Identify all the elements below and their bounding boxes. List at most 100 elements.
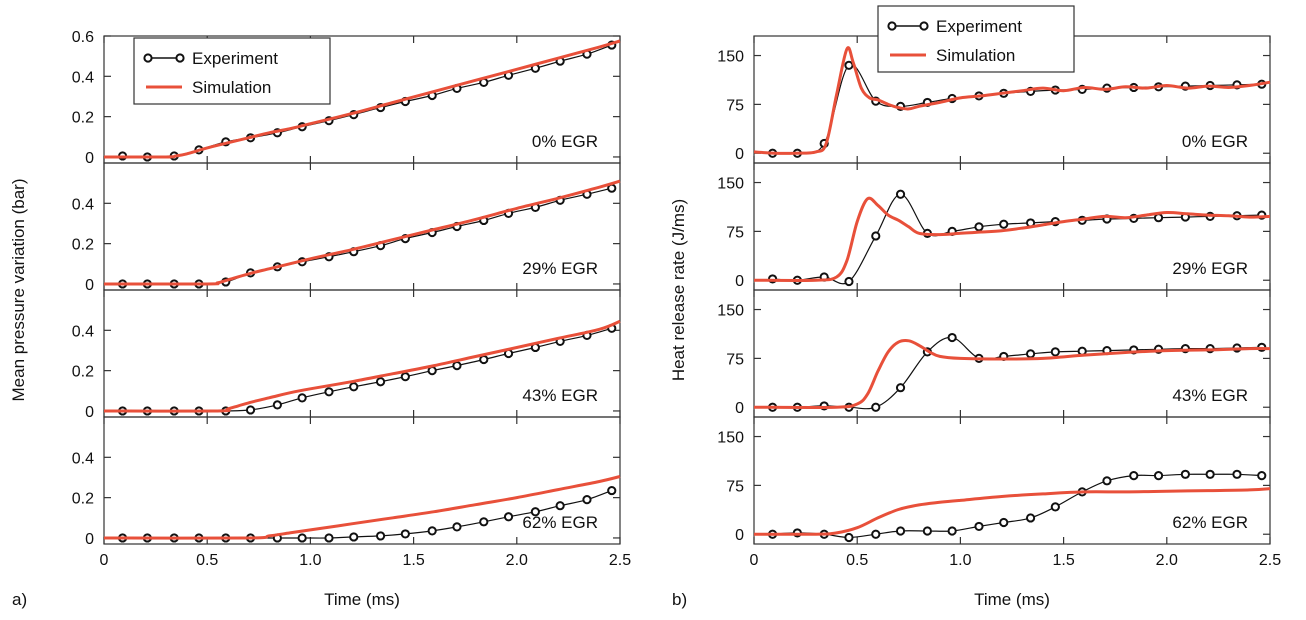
data-point	[999, 219, 1009, 229]
data-point	[871, 402, 881, 412]
panel-b-4: 0 75 150 62% EGR	[717, 416, 1271, 545]
panel-a-2: 0 0.2 0.4 29% EGR	[72, 162, 621, 294]
y-tick-label: 150	[717, 176, 744, 193]
legend-label: Experiment	[192, 49, 278, 68]
panel-a-3: 0 0.2 0.4 43% EGR	[72, 289, 621, 421]
x-tick-label: 2.0	[506, 552, 528, 569]
data-point	[607, 485, 617, 496]
data-point	[895, 383, 906, 393]
x-axis-title: Time (ms)	[974, 590, 1050, 609]
series-line	[753, 46, 1271, 155]
data-point	[999, 517, 1009, 528]
data-point	[1050, 347, 1060, 357]
data-point	[974, 521, 984, 532]
panel-frame	[753, 416, 1271, 545]
x-tick-label: 1.5	[402, 552, 424, 569]
y-tick-label: 0	[85, 150, 94, 167]
data-point	[349, 532, 359, 542]
data-point	[427, 526, 437, 536]
series-simulation	[753, 196, 1271, 282]
x-tick-label: 0.5	[196, 552, 218, 569]
y-tick-label: 0.4	[72, 323, 94, 340]
figure-label: a)	[12, 590, 27, 609]
x-tick-label: 1.5	[1052, 552, 1074, 569]
legend-label: Simulation	[936, 46, 1015, 65]
data-point	[1153, 471, 1164, 481]
data-point	[297, 533, 307, 543]
data-point	[1205, 469, 1215, 479]
y-tick-label: 150	[717, 303, 744, 320]
legend-label: Simulation	[192, 78, 271, 97]
y-tick-label: 0.2	[72, 364, 94, 381]
x-tick-label: 0.5	[846, 552, 868, 569]
data-point	[1050, 502, 1060, 512]
legend: Experiment Simulation	[877, 5, 1075, 73]
x-axis-title: Time (ms)	[324, 590, 400, 609]
data-point	[1129, 471, 1139, 481]
series-line	[753, 196, 1271, 282]
data-point	[1153, 213, 1164, 223]
x-tick-label: 2.5	[1259, 552, 1281, 569]
y-tick-label: 0.2	[72, 237, 94, 254]
x-tick-label: 1.0	[299, 552, 321, 569]
data-point	[324, 387, 334, 397]
series-line	[103, 39, 621, 159]
series-line	[103, 179, 621, 286]
panel-b-2: 0 75 150 29% EGR	[717, 162, 1271, 291]
data-point	[895, 526, 906, 536]
data-point	[895, 189, 906, 199]
legend-box	[877, 5, 1075, 73]
legend-entry-simulation: Simulation	[890, 46, 1015, 65]
legend-marker	[887, 21, 897, 31]
panel-a-4: 0 0.2 0.4 62% EGR	[72, 416, 621, 548]
data-point	[375, 531, 386, 541]
x-tick-label: 1.0	[949, 552, 971, 569]
y-tick-label: 0.2	[72, 110, 94, 127]
y-tick-label: 0.4	[72, 69, 94, 86]
series-simulation	[753, 339, 1271, 409]
figure-label: b)	[672, 590, 687, 609]
y-tick-label: 75	[726, 351, 744, 368]
data-point	[1025, 349, 1036, 359]
series-line	[753, 339, 1271, 409]
y-tick-label: 150	[717, 430, 744, 447]
data-point	[1257, 471, 1267, 481]
y-tick-label: 0	[735, 527, 744, 544]
data-point	[1180, 469, 1190, 479]
panel-label: 29% EGR	[522, 259, 598, 278]
legend-box	[133, 37, 331, 105]
panel-b-3: 0 75 150 43% EGR	[717, 289, 1271, 418]
panel-label: 0% EGR	[532, 132, 598, 151]
data-point	[1102, 476, 1112, 486]
legend-entry-simulation: Simulation	[146, 78, 271, 97]
x-tick-label: 0	[750, 552, 759, 569]
data-point	[349, 382, 359, 392]
x-tick-label: 2.5	[609, 552, 631, 569]
data-point	[947, 332, 957, 343]
panel-label: 62% EGR	[522, 513, 598, 532]
legend-label: Experiment	[936, 17, 1022, 36]
data-point	[871, 231, 881, 241]
panel-label: 0% EGR	[1182, 132, 1248, 151]
chart-b: 0 75 150 0% EGR 0 75 150 29% EGR 0 75 150 43% EGR 0 7…	[669, 5, 1281, 609]
data-point	[871, 529, 881, 539]
y-tick-label: 0	[85, 404, 94, 421]
legend-marker	[175, 53, 185, 63]
y-tick-label: 150	[717, 49, 744, 66]
legend-marker	[919, 21, 929, 31]
series-line	[103, 319, 621, 413]
data-point	[245, 405, 256, 415]
data-point	[375, 377, 386, 387]
panel-label: 43% EGR	[522, 386, 598, 405]
legend-marker	[143, 53, 153, 63]
y-tick-label: 0	[735, 146, 744, 163]
y-tick-label: 0	[735, 273, 744, 290]
series-simulation	[753, 487, 1271, 536]
x-tick-label: 0	[100, 552, 109, 569]
y-tick-label: 0	[735, 400, 744, 417]
data-point	[479, 517, 489, 527]
data-point	[452, 360, 462, 371]
series-simulation	[103, 39, 621, 159]
data-point	[922, 526, 932, 536]
series-simulation	[753, 46, 1271, 155]
